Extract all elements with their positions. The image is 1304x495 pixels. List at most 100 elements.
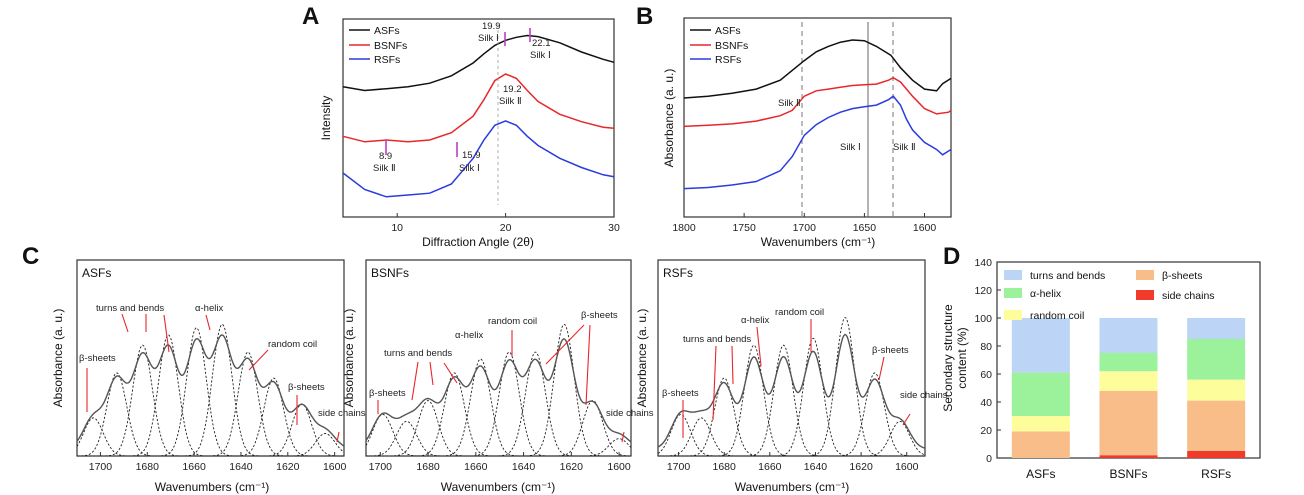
- panel-b-curves: [683, 39, 952, 190]
- c2-arrow-4: [443, 362, 458, 384]
- c3-arrow-7: [902, 413, 911, 426]
- panel-c-asfs-title: ASFs: [82, 266, 111, 280]
- ytick-100: 100: [974, 313, 992, 325]
- peak-1: [76, 417, 344, 457]
- legend-swatch-turns-and-bends: [1004, 270, 1022, 280]
- panel-c-letter: C: [22, 243, 39, 270]
- bar-rsfs-random-coil: [1187, 379, 1246, 401]
- legend-swatch---helix: [1004, 288, 1022, 298]
- panel-b-xtick-1750: 1750: [732, 222, 756, 234]
- c2-label-random: random coil: [488, 316, 537, 327]
- c3-arrow-6: [878, 356, 885, 381]
- c2-label-alpha: α-helix: [455, 330, 483, 341]
- panel-a-ann-22-1-label: Silk Ⅰ: [530, 50, 551, 61]
- panel-b-x-ticks: 1800 1750 1700 1650 1600: [672, 213, 936, 234]
- xtick-1620: 1620: [560, 461, 584, 473]
- panel-c-bsnfs-title: BSNFs: [371, 266, 409, 280]
- peak-4: [77, 334, 344, 457]
- xtick-rsfs: RSFs: [1201, 467, 1231, 481]
- xtick-bsnfs: BSNFs: [1109, 467, 1147, 481]
- c1-label-beta-left: β-sheets: [79, 353, 116, 364]
- panel-c-rsfs-frame: [657, 259, 926, 457]
- panel-a-ann-22-1-value: 22.1: [532, 38, 551, 49]
- panel-c-asfs-ylabel: Absorbance (a. u.): [51, 309, 65, 408]
- xtick-asfs: ASFs: [1026, 467, 1055, 481]
- peak-9: [366, 400, 632, 457]
- panel-a-legend: ASFs BSNFs RSFs: [349, 25, 407, 66]
- panel-d: D 0 20 40 60 80 100 120 140 ASFs BSNFs RSFs turns…: [941, 243, 1261, 481]
- panel-b-legend-rsfs: RSFs: [715, 54, 741, 66]
- panel-c: C ASFs β-sheets turns and bends α-helix …: [22, 243, 948, 494]
- ytick-60: 60: [980, 369, 992, 381]
- c1-label-alpha: α-helix: [195, 303, 223, 314]
- xtick-1640: 1640: [229, 461, 253, 473]
- peak-7: [77, 351, 344, 457]
- panel-b-ylabel: Absorbance (a. u.): [662, 69, 676, 168]
- panel-b-legend: ASFs BSNFs RSFs: [690, 25, 748, 66]
- c3-arrow-2: [712, 345, 717, 421]
- panel-c-rsfs-curves: [657, 316, 926, 457]
- xtick-1700: 1700: [89, 461, 113, 473]
- panel-a-xtick-30: 30: [608, 222, 620, 234]
- c2-arrow-6: [545, 324, 585, 365]
- c1-label-random: random coil: [268, 339, 317, 350]
- panel-a-letter: A: [302, 3, 319, 30]
- bar-rsfs-turns-and-bends: [1187, 318, 1246, 339]
- panel-d-letter: D: [943, 243, 960, 270]
- ytick-80: 80: [980, 341, 992, 353]
- peak-7: [366, 351, 631, 457]
- panel-c-bsnfs-xlabel: Wavenumbers (cm⁻¹): [441, 480, 556, 494]
- panel-c-rsfs-x-ticks: 1700 1680 1660 1640 1620 1600: [667, 452, 919, 473]
- panel-d-x-ticks: ASFs BSNFs RSFs: [1026, 467, 1231, 481]
- xtick-1600: 1600: [895, 461, 919, 473]
- panel-b-ann-silk-i: Silk Ⅰ: [840, 142, 861, 153]
- envelope-curve: [657, 333, 926, 449]
- c1-label-beta-right: β-sheets: [288, 382, 325, 393]
- panel-b-ann-silk-ii-left: Silk Ⅱ: [778, 98, 801, 109]
- panel-b-series-asfs: [683, 39, 952, 99]
- bar-asfs-turns-and-bends: [1011, 318, 1070, 373]
- xtick-1660: 1660: [182, 461, 206, 473]
- panel-c-asfs-x-ticks: 1700 1680 1660 1640 1620 1600: [89, 452, 347, 473]
- bar-rsfs-side-chains: [1187, 451, 1246, 458]
- xtick-1600: 1600: [323, 461, 347, 473]
- panel-c-rsfs-title: RSFs: [663, 266, 693, 280]
- c3-label-alpha: α-helix: [741, 315, 769, 326]
- c1-label-side: side chains: [318, 408, 366, 419]
- c2-arrow-2: [411, 361, 419, 401]
- panel-a-annotations: 19.9 Silk Ⅰ 22.1 Silk Ⅰ 19.2 Silk Ⅱ 8.9 …: [373, 21, 551, 174]
- c1-arrows: [86, 313, 340, 443]
- legend-label-side-chains: side chains: [1162, 290, 1215, 302]
- bar-asfs---sheets: [1011, 431, 1070, 458]
- legend-label-turns-and-bends: turns and bends: [1030, 270, 1105, 282]
- peak-1: [657, 414, 925, 457]
- panel-a-xtick-20: 20: [500, 222, 512, 234]
- panel-a-plot-frame: [342, 18, 615, 218]
- panel-b-series-rsfs: [683, 95, 952, 190]
- panel-a: A ASFs BSNFs RSFs 19.9 Silk Ⅰ 22.1 Silk …: [302, 3, 620, 249]
- c2-label-turns: turns and bends: [384, 348, 452, 359]
- panel-c-bsnfs: BSNFs β-sheets turns and bends α-helix r…: [342, 259, 654, 494]
- bar-rsfs---sheets: [1187, 400, 1246, 451]
- panel-b-xtick-1700: 1700: [793, 222, 817, 234]
- peak-8: [366, 324, 631, 457]
- panel-d-legend: turns and bends β-sheets α-helix side chain…: [1004, 270, 1215, 322]
- ytick-120: 120: [974, 285, 992, 297]
- peak-10: [77, 433, 345, 457]
- bar-asfs---helix: [1011, 372, 1070, 416]
- c3-label-turns: turns and bends: [683, 334, 751, 345]
- panel-a-curves: [342, 34, 615, 198]
- panel-a-series-rsfs: [342, 120, 615, 198]
- panel-a-xlabel: Diffraction Angle (2θ): [422, 235, 534, 249]
- panel-a-series-asfs: [342, 34, 615, 92]
- legend-swatch---sheets: [1136, 270, 1154, 280]
- panel-d-ylabel-line1: Secondary structure: [941, 304, 955, 412]
- panel-b-xtick-1650: 1650: [853, 222, 877, 234]
- peak-10: [366, 438, 632, 457]
- bar-bsnfs---sheets: [1099, 390, 1158, 456]
- c1-label-turns: turns and bends: [96, 303, 164, 314]
- c2-label-beta-left: β-sheets: [369, 388, 406, 399]
- c1-arrow-6: [248, 349, 269, 371]
- c3-label-beta-left: β-sheets: [662, 388, 699, 399]
- ytick-40: 40: [980, 397, 992, 409]
